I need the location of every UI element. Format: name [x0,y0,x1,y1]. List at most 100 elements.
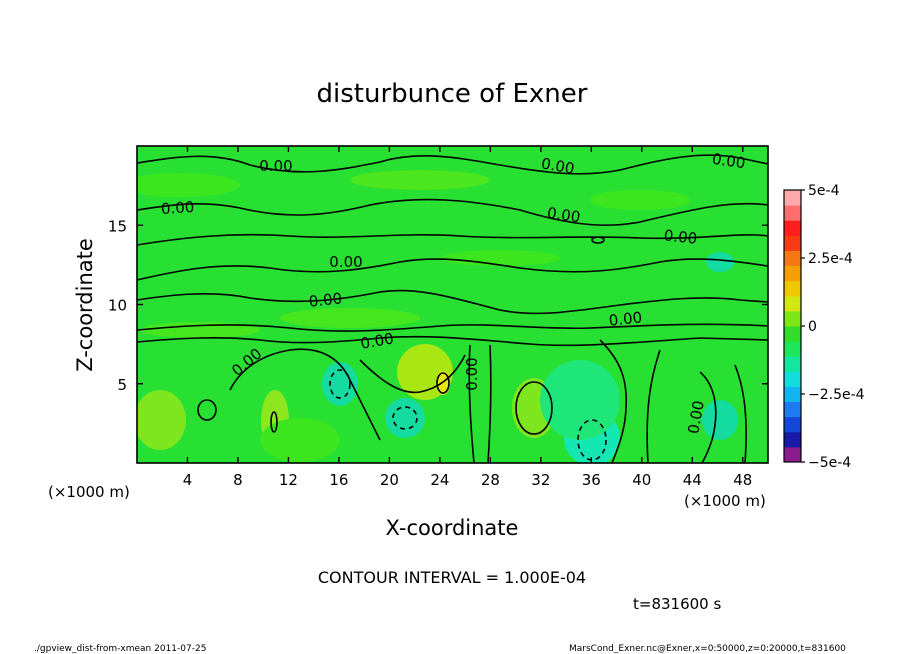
contour-label: 0.00 [711,150,747,172]
x-tick-label: 48 [733,471,752,489]
x-axis-label: X-coordinate [386,516,519,540]
colorbar-swatch [784,250,801,267]
x-tick-label: 16 [329,471,348,489]
y-tick-label: 5 [117,376,127,394]
colorbar-swatch [784,401,801,418]
x-tick-label: 12 [279,471,298,489]
colorbar-tick-label: 0 [808,319,817,335]
contour-line [599,339,628,463]
contour-line [487,344,492,463]
y-tick-label: 15 [108,217,127,235]
field-patches [137,170,738,463]
colorbar-swatch [784,205,801,221]
colorbar: 5e-4 2.5e-4 0 −2.5e-4 −5e-4 [783,183,865,471]
contour-line [468,344,475,463]
field-patch [702,400,738,440]
contour-label: 0.00 [359,329,395,353]
plot-area: 0.00 0.00 0.00 0.00 0.00 0.00 0.00 0.00 0.00 0.00… [137,146,768,463]
colorbar-swatch [784,265,801,282]
time-text: t=831600 s [633,595,721,613]
contour-line [137,289,768,315]
colorbar-swatch [784,280,801,297]
x-tick-label: 8 [233,471,243,489]
y-axis-label: Z-coordinate [73,238,97,372]
colorbar-swatch [784,310,801,327]
contour-closed [392,406,418,430]
field-patch [322,362,358,406]
contour-closed [436,372,450,394]
x-tick-label: 24 [430,471,449,489]
contour-line [734,364,747,463]
contour-closed [591,236,605,244]
colorbar-tick-label: 2.5e-4 [808,251,853,267]
field-patch [540,360,620,440]
colorbar-swatch [784,326,801,342]
contour-label: 0.00 [160,198,195,218]
x-tick-label: 4 [183,471,193,489]
contour-line [137,258,768,281]
contour-line [137,323,768,332]
contour-label: 0.00 [546,204,582,226]
x-unit-left: (×1000 m) [48,483,130,501]
contour-line [699,371,717,463]
footer-left: ./gpview_dist-from-xmean 2011-07-25 [34,644,206,654]
field-patch [385,398,425,438]
colorbar-swatch [784,295,801,312]
chart-title: disturbunce of Exner [317,79,588,109]
colorbar-swatch [784,190,801,206]
contour-label: 0.00 [608,308,643,329]
x-tick-label: 28 [481,471,500,489]
colorbar-swatch [784,446,801,463]
contour-label: 0.00 [684,399,708,435]
colorbar-swatch [784,431,801,448]
contour-label: 0.00 [329,253,362,271]
contour-line [359,354,466,394]
field-patch [140,322,260,338]
x-tick-label: 44 [683,471,702,489]
contour-label: 0.00 [308,289,343,310]
colorbar-swatch [784,235,801,251]
field-patch [590,190,690,210]
colorbar-swatch [784,416,801,433]
field-patch [440,250,560,266]
colorbar-swatch [784,386,801,403]
contour-label: 0.00 [463,357,481,390]
colorbar-tick-label: 5e-4 [808,183,840,199]
contour-line [646,349,661,463]
y-tick-label: 10 [108,297,127,315]
colorbar-swatch [784,220,801,236]
x-tick-label: 40 [632,471,651,489]
field-patch [137,390,186,450]
field-patch [706,252,734,272]
contour-label: 0.00 [663,226,698,247]
contour-line [137,233,768,246]
colorbar-swatch [784,341,801,357]
footer-right: MarsCond_Exner.nc@Exner,x=0:50000,z=0:20… [569,644,846,654]
contour-line [229,348,381,441]
contour-closed [577,419,607,461]
x-tick-label: 32 [531,471,550,489]
contour-labels: 0.00 0.00 0.00 0.00 0.00 0.00 0.00 0.00 0.00 0.00… [160,150,746,435]
field-patch [350,170,490,190]
colorbar-tick-label: −2.5e-4 [808,387,865,403]
contour-closed [197,399,217,421]
x-tick-label: 36 [582,471,601,489]
x-unit-right: (×1000 m) [684,492,766,510]
contour-lines [137,154,768,463]
contour-line [137,198,768,226]
colorbar-swatch [784,356,801,372]
contour-line [137,154,768,175]
contour-label: 0.00 [259,157,292,175]
x-tick-label: 20 [380,471,399,489]
field-patch [280,308,420,328]
colorbar-swatch [784,371,801,387]
field-patch [137,173,240,197]
colorbar-tick-label: −5e-4 [808,455,851,471]
contour-closed [270,411,278,433]
contour-closed [329,369,351,399]
contour-line [137,335,768,347]
contour-label: 0.00 [540,154,576,178]
contour-interval-text: CONTOUR INTERVAL = 1.000E-04 [318,568,586,587]
